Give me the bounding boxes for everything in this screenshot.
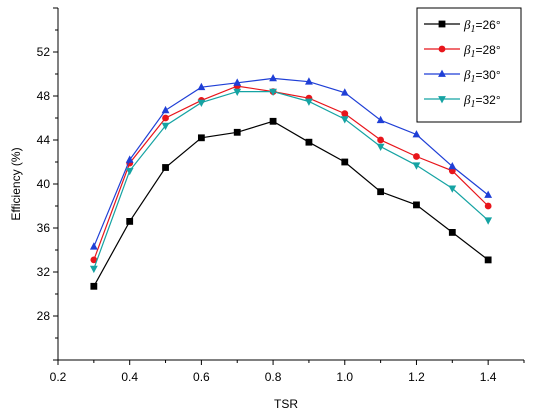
legend-marker xyxy=(438,20,446,28)
data-point xyxy=(341,110,349,117)
data-point xyxy=(233,78,242,86)
data-point xyxy=(340,116,349,124)
x-axis-title: TSR xyxy=(274,397,298,411)
legend-box xyxy=(416,7,522,123)
data-point xyxy=(340,88,349,96)
legend-label: β1=32° xyxy=(463,92,501,110)
data-point xyxy=(89,242,98,250)
data-point xyxy=(233,128,241,136)
data-point xyxy=(412,162,421,170)
y-tick-label: 36 xyxy=(37,221,51,235)
data-point xyxy=(377,136,385,144)
axes: 28 32 36 40 44 48 52 0.2 0.4 0.6 0.8 1.0 1.2 1.4 TSR Ef… xyxy=(9,7,525,411)
series-line xyxy=(93,90,489,269)
legend-item: β1=32° xyxy=(424,92,501,110)
x-tick-label: 1.2 xyxy=(408,370,425,384)
y-tick-label: 52 xyxy=(37,45,51,59)
legend-item: β1=26° xyxy=(424,17,501,35)
data-point xyxy=(412,130,421,138)
legend: β1=26° β1=28° β1=30° β1=32° xyxy=(416,7,522,123)
legend-label: β1=30° xyxy=(463,67,501,85)
data-point xyxy=(90,282,98,290)
series-line xyxy=(93,85,489,261)
data-point xyxy=(162,164,169,171)
y-tick-label: 28 xyxy=(37,309,51,323)
data-point xyxy=(197,134,205,142)
y-tick-label: 40 xyxy=(37,177,51,191)
y-tick-label: 44 xyxy=(37,133,51,147)
data-point xyxy=(162,114,169,122)
data-point xyxy=(448,185,457,193)
series-4 xyxy=(89,88,493,274)
series-1 xyxy=(90,117,492,290)
y-tick-label: 32 xyxy=(37,265,51,279)
data-point xyxy=(161,122,170,131)
data-point xyxy=(161,105,170,114)
data-point xyxy=(413,201,420,209)
data-point xyxy=(484,202,492,210)
data-point xyxy=(413,153,420,160)
data-point xyxy=(484,217,493,225)
legend-label: β1=26° xyxy=(463,17,501,35)
legend-item: β1=30° xyxy=(424,67,501,85)
data-point xyxy=(305,138,313,146)
data-point xyxy=(484,190,493,198)
data-point xyxy=(90,256,98,264)
data-point xyxy=(448,162,457,170)
x-tick-label: 1.0 xyxy=(336,370,353,384)
x-tick-label: 0.4 xyxy=(121,370,138,384)
data-point xyxy=(376,143,385,151)
data-point xyxy=(89,265,98,274)
x-tick-label: 0.6 xyxy=(193,370,210,384)
series-line xyxy=(93,77,489,247)
data-point xyxy=(305,98,313,106)
data-point xyxy=(197,82,206,91)
data-point xyxy=(484,256,492,264)
x-tick-label: 1.4 xyxy=(480,370,497,384)
data-point xyxy=(269,74,277,82)
data-point xyxy=(376,115,385,124)
data-point xyxy=(448,229,456,236)
legend-marker xyxy=(438,69,446,77)
data-point xyxy=(197,99,206,107)
legend-marker xyxy=(438,96,446,104)
data-point xyxy=(125,167,134,176)
legend-label: β1=28° xyxy=(463,42,501,60)
data-point xyxy=(125,155,134,163)
data-point xyxy=(269,88,277,96)
data-point xyxy=(269,117,277,125)
x-tick-label: 0.2 xyxy=(50,370,67,384)
data-point xyxy=(377,188,385,196)
data-point xyxy=(341,158,349,166)
x-tick-label: 0.8 xyxy=(265,370,282,384)
y-axis-title: Efficiency (%) xyxy=(9,147,23,220)
series-line xyxy=(93,120,489,287)
data-point xyxy=(233,88,242,96)
data-point xyxy=(126,218,134,225)
series-3 xyxy=(89,74,493,250)
series-layer xyxy=(89,74,493,290)
data-point xyxy=(305,77,313,85)
y-tick-label: 48 xyxy=(37,89,51,103)
legend-marker xyxy=(438,45,446,53)
legend-item: β1=28° xyxy=(424,42,501,60)
